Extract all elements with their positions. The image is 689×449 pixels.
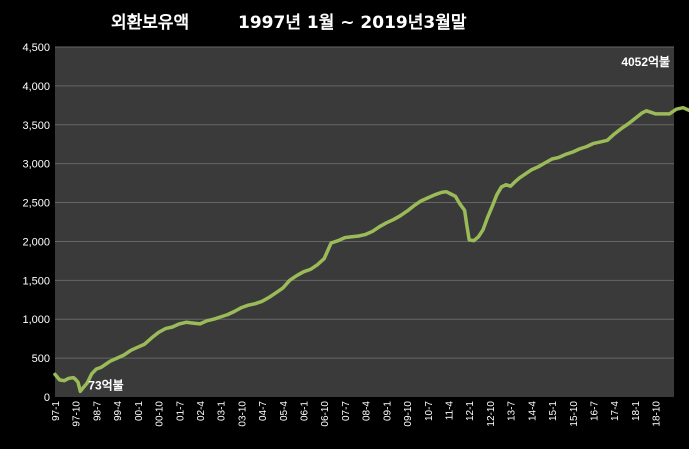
x-tick-label: 04-7 xyxy=(258,401,269,421)
x-tick-label: 13-7 xyxy=(507,401,518,421)
x-tick-label: 98-7 xyxy=(92,401,103,421)
x-tick-label: 07-7 xyxy=(341,401,352,421)
x-tick-label: 97-10 xyxy=(72,401,83,427)
x-tick-label: 11-4 xyxy=(444,401,455,421)
y-tick-label: 4,500 xyxy=(22,42,50,54)
annotations: 73억불 4052억불 xyxy=(88,55,670,392)
x-tick-label: 02-4 xyxy=(196,401,207,421)
y-tick-label: 1,500 xyxy=(22,275,50,287)
series-layer xyxy=(53,105,689,394)
y-tick-label: 2,500 xyxy=(22,198,50,210)
y-tick-label: 0 xyxy=(44,392,50,404)
x-tick-label: 18-10 xyxy=(652,401,663,427)
gridlines xyxy=(55,46,674,359)
x-tick-label: 00-10 xyxy=(155,401,166,427)
x-tick-label: 15-10 xyxy=(569,401,580,427)
x-tick-label: 17-4 xyxy=(610,401,621,421)
annotation-label: 73억불 xyxy=(88,378,123,392)
x-tick-label: 99-4 xyxy=(113,401,124,421)
x-tick-label: 16-7 xyxy=(589,401,600,421)
x-tick-label: 09-10 xyxy=(403,401,414,427)
x-tick-label: 12-1 xyxy=(465,401,476,421)
x-tick-label: 06-1 xyxy=(300,401,311,421)
x-tick-label: 18-1 xyxy=(631,401,642,421)
y-tick-label: 4,000 xyxy=(22,81,50,93)
annotation-label: 4052억불 xyxy=(621,55,670,69)
y-tick-label: 1,000 xyxy=(22,314,50,326)
y-tick-label: 2,000 xyxy=(22,236,50,248)
x-tick-label: 03-10 xyxy=(237,401,248,427)
x-tick-label: 06-10 xyxy=(320,401,331,427)
x-tick-label: 00-1 xyxy=(134,401,145,421)
x-tick-label: 09-1 xyxy=(382,401,393,421)
x-tick-label: 05-4 xyxy=(279,401,290,421)
x-tick-label: 14-4 xyxy=(527,401,538,421)
chart-title: 외환보유액 1997년 1월 ~ 2019년3월말 xyxy=(0,8,689,34)
x-tick-label: 01-7 xyxy=(175,401,186,421)
y-axis-tick-labels: 0 500 1,000 1,500 2,000 2,500 3,000 3,500 4,000 4… xyxy=(22,42,50,404)
x-tick-label: 03-1 xyxy=(217,401,228,421)
series-line xyxy=(53,105,689,394)
x-axis-tick-labels: 97-1 97-10 98-7 99-4 00-1 00-10 01-7 02-4 03-1 03… xyxy=(51,401,663,427)
y-tick-label: 3,000 xyxy=(22,159,50,171)
x-tick-label: 10-7 xyxy=(424,401,435,421)
plot-area xyxy=(55,47,674,397)
x-tick-label: 97-1 xyxy=(51,401,62,421)
x-tick-label: 12-10 xyxy=(486,401,497,427)
y-tick-label: 3,500 xyxy=(22,120,50,132)
x-tick-label: 15-1 xyxy=(548,401,559,421)
chart-title-main: 외환보유액 xyxy=(111,13,190,33)
x-tick-label: 08-4 xyxy=(362,401,373,421)
chart-title-period: 1997년 1월 ~ 2019년3월말 xyxy=(238,13,467,33)
y-tick-label: 500 xyxy=(32,353,50,365)
